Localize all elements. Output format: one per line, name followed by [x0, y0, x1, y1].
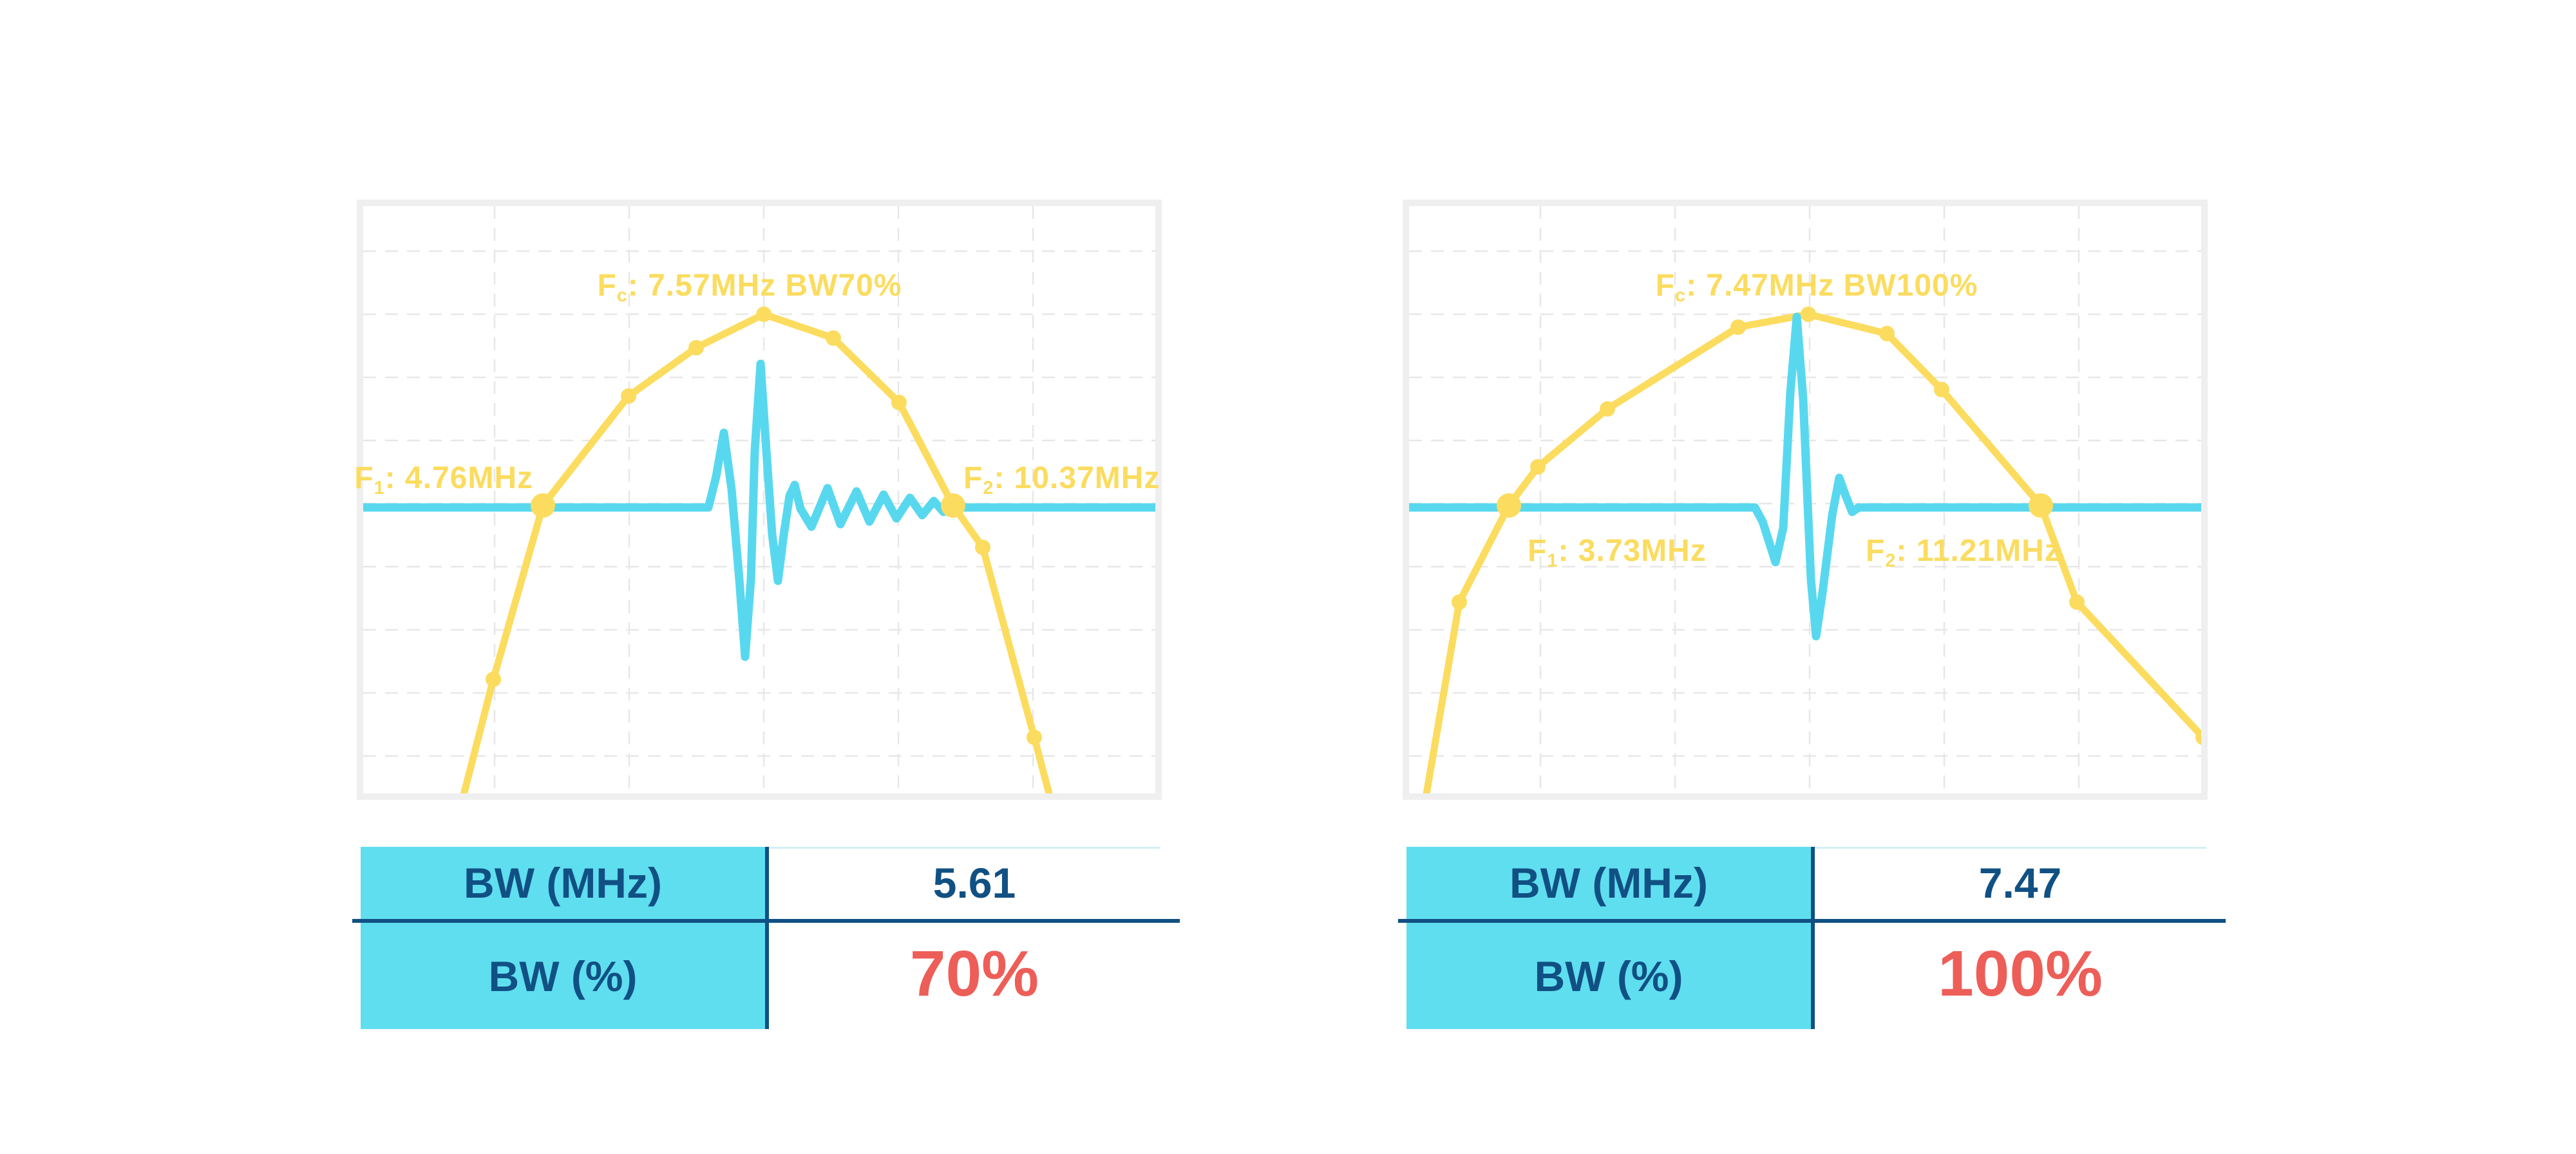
f2-label-sub: 2	[1885, 551, 1897, 572]
bw-mhz-value-cell: 5.61	[933, 859, 1016, 907]
f1-frequency-label: F1: 4.76MHz	[354, 463, 533, 498]
spectrum-pulse-chart-100pct	[1409, 206, 2201, 793]
f2-label-text: : 10.37MHz	[994, 461, 1160, 495]
bandwidth-crossing-marker	[941, 493, 965, 518]
spectrum-data-point-marker	[1934, 382, 1949, 397]
f2-label-sub: 2	[983, 478, 994, 499]
spectrum-data-point-marker	[1452, 594, 1467, 610]
bw-mhz-label-cell: BW (MHz)	[464, 859, 662, 907]
fc-label-text: : 7.57MHz BW70%	[627, 269, 902, 303]
spectrum-data-point-marker	[486, 672, 501, 687]
spectrum-curve	[460, 310, 1053, 793]
bw-mhz-value-cell: 7.47	[1978, 859, 2062, 907]
spectrum-data-point-marker	[891, 395, 907, 410]
spectrum-data-point-marker	[1879, 326, 1895, 341]
f1-label-sub: 1	[1547, 551, 1558, 572]
bw-pct-value-cell: 70%	[909, 938, 1039, 1010]
f2-label-base: F	[963, 461, 983, 495]
f2-frequency-label: F2: 11.21MHz	[1866, 536, 2061, 571]
center-frequency-label: Fc: 7.47MHz BW100%	[1656, 270, 1978, 305]
spectrum-data-point-marker	[621, 388, 636, 404]
bw-pct-label-cell: BW (%)	[1534, 952, 1683, 1000]
f2-label-base: F	[1866, 534, 1886, 568]
center-frequency-label: Fc: 7.57MHz BW70%	[597, 270, 902, 305]
spectrum-data-point-marker	[688, 340, 704, 355]
bandwidth-crossing-marker	[1497, 493, 1521, 518]
bandwidth-crossing-marker	[531, 493, 555, 518]
spectrum-data-point-marker	[1027, 730, 1042, 745]
spectrum-data-point-marker	[1730, 319, 1746, 335]
spectrum-data-point-marker	[2195, 730, 2201, 745]
pulse-waveform	[1409, 312, 2201, 641]
bw-mhz-label-cell: BW (MHz)	[1510, 859, 1708, 907]
f1-label-sub: 1	[374, 478, 385, 499]
fc-label-sub: c	[616, 285, 628, 307]
spectrum-pulse-chart-70pct	[363, 206, 1155, 793]
bw-pct-label-cell: BW (%)	[488, 952, 638, 1000]
bandwidth-crossing-marker	[2029, 493, 2053, 518]
chart-panel-70pct: Fc: 7.57MHz BW70% F1: 4.76MHz F2: 10.37M…	[354, 200, 1162, 800]
fc-label-sub: c	[1674, 285, 1686, 307]
fc-label-base: F	[1655, 269, 1675, 303]
f1-label-base: F	[354, 461, 374, 495]
f1-label-base: F	[1528, 534, 1548, 568]
table-header-column	[361, 847, 765, 1029]
fc-label-text: : 7.47MHz BW100%	[1685, 269, 1978, 303]
table-row-divider-line	[1398, 919, 2226, 923]
spectrum-data-point-marker	[1530, 459, 1546, 475]
spectrum-data-point-marker	[826, 330, 841, 346]
table-top-border	[1815, 847, 2206, 849]
chart-panel-100pct: Fc: 7.47MHz BW100% F1: 3.73MHz F2: 11.21…	[1403, 200, 2208, 800]
f1-label-text: : 3.73MHz	[1558, 534, 1707, 568]
f2-frequency-label: F2: 10.37MHz	[963, 463, 1160, 498]
spectrum-curve	[1423, 310, 2201, 793]
table-column-divider-line	[1811, 847, 1815, 1029]
pulse-waveform	[363, 359, 1155, 661]
f1-frequency-label: F1: 3.73MHz	[1528, 536, 1707, 571]
fc-label-base: F	[597, 269, 617, 303]
spectrum-data-point-marker	[2069, 594, 2085, 610]
spectrum-data-point-marker	[1801, 307, 1816, 322]
table-header-column	[1406, 847, 1811, 1029]
table-column-divider-line	[765, 847, 769, 1029]
table-top-border	[769, 847, 1160, 849]
spectrum-data-point-marker	[1600, 401, 1615, 417]
f2-label-text: : 11.21MHz	[1896, 534, 2061, 568]
f1-label-text: : 4.76MHz	[384, 461, 533, 495]
bw-pct-value-cell: 100%	[1938, 938, 2103, 1010]
spectrum-data-point-marker	[756, 307, 772, 322]
table-row-divider-line	[352, 919, 1180, 923]
spectrum-data-point-marker	[975, 540, 990, 555]
